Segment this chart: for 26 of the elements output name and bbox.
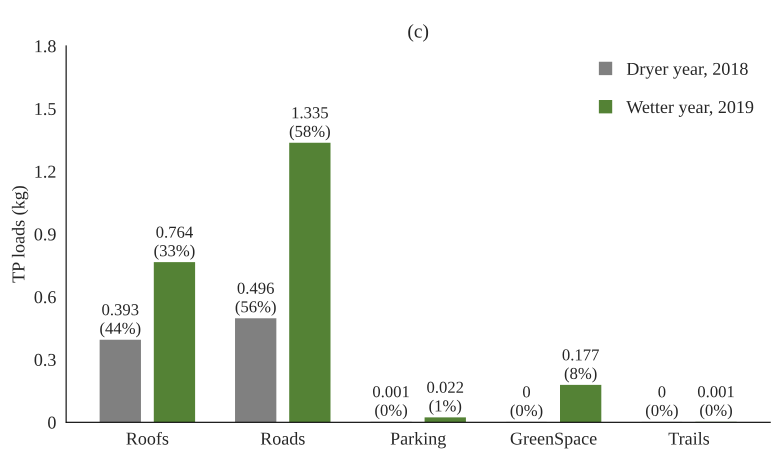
y-tick-label: 0 bbox=[48, 416, 56, 429]
y-tick-label: 0.6 bbox=[34, 291, 56, 304]
data-label: 0.001 (0%) bbox=[372, 386, 409, 420]
data-label: 0.177 (8%) bbox=[562, 349, 599, 382]
x-tick-label: Roofs bbox=[126, 432, 168, 445]
y-tick-label: 1.5 bbox=[35, 102, 56, 116]
legend-label: Wetter year, 2019 bbox=[626, 100, 754, 117]
y-axis-title: TP loads (kg) bbox=[12, 186, 28, 283]
x-tick-label: GreenSpace bbox=[510, 432, 597, 448]
y-tick-label: 1.2 bbox=[35, 166, 56, 178]
legend-label: Dryer year, 2018 bbox=[626, 62, 748, 79]
data-label: 0 (0%) bbox=[646, 386, 678, 420]
x-tick-label: Parking bbox=[390, 432, 446, 448]
data-label: 0.496 (56%) bbox=[236, 282, 276, 316]
x-tick-label: Trails bbox=[668, 432, 710, 445]
y-tick-label: 0.3 bbox=[34, 354, 56, 366]
data-label: 0.393 (44%) bbox=[100, 304, 140, 338]
y-tick-label: 0.9 bbox=[34, 228, 56, 241]
x-tick-label: Roads bbox=[260, 432, 305, 445]
data-label: 0.001 (0%) bbox=[698, 386, 734, 420]
data-label: 0.764 (33%) bbox=[154, 226, 195, 260]
data-label: 0 (0%) bbox=[510, 386, 542, 420]
chart-title: (c) bbox=[408, 24, 428, 42]
data-label: 1.335 (58%) bbox=[290, 107, 330, 140]
data-label: 0.022 (1%) bbox=[427, 382, 464, 415]
y-tick-label: 1.8 bbox=[35, 40, 56, 52]
